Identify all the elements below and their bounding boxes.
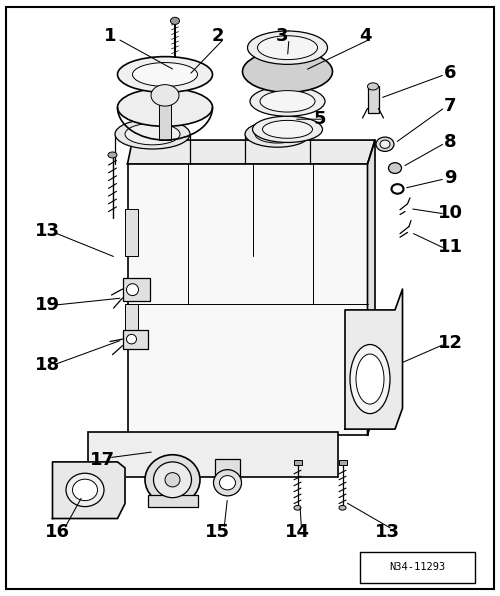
Bar <box>159 104 171 140</box>
Text: 13: 13 <box>35 222 60 240</box>
Ellipse shape <box>339 505 346 510</box>
Ellipse shape <box>118 57 212 92</box>
Text: 6: 6 <box>444 64 456 82</box>
Ellipse shape <box>115 119 190 149</box>
Ellipse shape <box>250 86 325 116</box>
Bar <box>125 304 138 346</box>
Bar <box>148 495 198 507</box>
Bar <box>88 432 338 477</box>
Text: 4: 4 <box>359 27 371 45</box>
Ellipse shape <box>214 470 242 496</box>
Text: 10: 10 <box>438 204 462 222</box>
Ellipse shape <box>242 51 332 92</box>
Text: N34-11293: N34-11293 <box>390 563 446 572</box>
Ellipse shape <box>388 163 402 173</box>
Text: 19: 19 <box>35 296 60 314</box>
Text: 2: 2 <box>211 27 224 45</box>
Text: 17: 17 <box>90 451 115 469</box>
Text: 14: 14 <box>285 523 310 541</box>
Bar <box>122 278 150 301</box>
Text: 15: 15 <box>205 523 230 541</box>
Text: 9: 9 <box>444 169 456 187</box>
Polygon shape <box>368 140 375 435</box>
Ellipse shape <box>356 354 384 404</box>
Ellipse shape <box>108 152 117 158</box>
Text: 18: 18 <box>35 356 60 374</box>
Bar <box>215 459 240 483</box>
Text: 12: 12 <box>438 334 462 352</box>
Ellipse shape <box>125 123 180 145</box>
Text: 13: 13 <box>375 523 400 541</box>
Ellipse shape <box>170 17 179 24</box>
Ellipse shape <box>248 31 328 64</box>
Ellipse shape <box>380 140 390 148</box>
Text: 7: 7 <box>444 97 456 115</box>
Ellipse shape <box>376 137 394 151</box>
Ellipse shape <box>245 121 310 147</box>
Ellipse shape <box>368 83 378 90</box>
Ellipse shape <box>294 505 301 510</box>
Polygon shape <box>128 140 375 164</box>
Ellipse shape <box>252 116 322 142</box>
Ellipse shape <box>258 36 318 60</box>
Ellipse shape <box>154 462 192 498</box>
Bar <box>368 86 378 113</box>
Ellipse shape <box>262 120 312 138</box>
Ellipse shape <box>255 125 300 143</box>
Ellipse shape <box>165 473 180 487</box>
Ellipse shape <box>220 476 236 490</box>
Ellipse shape <box>72 479 98 501</box>
Bar <box>338 460 346 465</box>
Bar <box>128 164 368 435</box>
Bar <box>294 460 302 465</box>
Text: 5: 5 <box>314 110 326 128</box>
Text: 16: 16 <box>45 523 70 541</box>
Ellipse shape <box>66 473 104 507</box>
Ellipse shape <box>126 284 138 296</box>
Ellipse shape <box>145 455 200 505</box>
Polygon shape <box>52 462 125 519</box>
Text: 11: 11 <box>438 238 462 256</box>
Text: 1: 1 <box>104 27 116 45</box>
Ellipse shape <box>260 91 315 112</box>
Ellipse shape <box>132 63 198 86</box>
Text: 8: 8 <box>444 133 456 151</box>
Bar <box>122 330 148 349</box>
Ellipse shape <box>126 334 136 344</box>
Ellipse shape <box>118 88 212 126</box>
Polygon shape <box>345 289 403 429</box>
Ellipse shape <box>151 85 179 106</box>
Bar <box>125 209 138 256</box>
Bar <box>360 552 475 583</box>
Text: 3: 3 <box>276 27 289 45</box>
Ellipse shape <box>350 344 390 414</box>
